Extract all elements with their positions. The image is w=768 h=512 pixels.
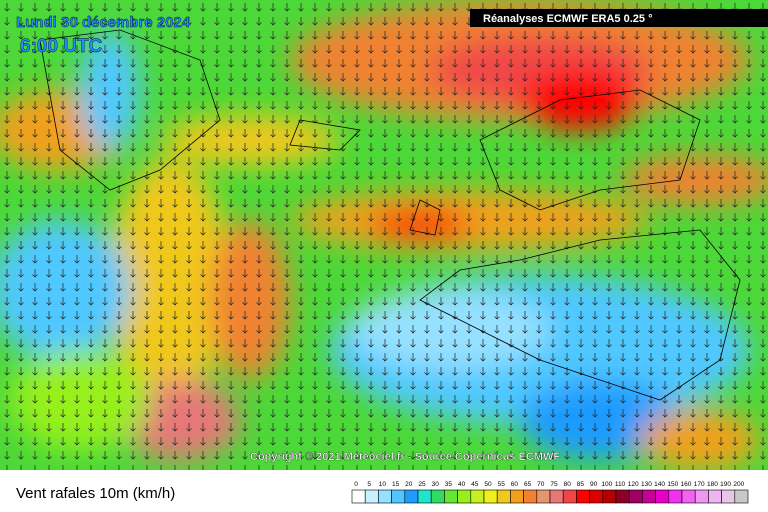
legend-label: 40 [458, 481, 466, 488]
legend-title: Vent rafales 10m (km/h) [16, 485, 175, 502]
legend-label: 15 [392, 481, 400, 488]
legend-label: 5 [367, 481, 371, 488]
legend-label: 55 [498, 481, 506, 488]
legend-label: 0 [354, 481, 358, 488]
legend-label: 150 [667, 481, 678, 488]
time-label: 6:00 UTC [20, 36, 103, 57]
legend-swatch [523, 489, 538, 504]
legend-swatch [694, 489, 709, 504]
legend-swatch [562, 489, 577, 504]
legend-swatch [536, 489, 551, 504]
legend-swatch [510, 489, 524, 504]
legend-swatch [404, 489, 419, 504]
legend-swatch [483, 489, 498, 504]
legend-swatch [496, 489, 511, 504]
legend-label: 130 [641, 481, 652, 488]
legend-label: 190 [720, 481, 731, 488]
legend-label: 80 [564, 481, 572, 488]
legend-label: 50 [484, 481, 492, 488]
legend-swatch [351, 489, 366, 504]
legend-label: 35 [445, 481, 453, 488]
legend-swatch [642, 489, 656, 504]
legend-swatch [576, 489, 590, 504]
legend-swatch [549, 489, 564, 504]
legend-label: 60 [511, 481, 519, 488]
legend-swatch [391, 489, 406, 504]
legend-label: 20 [405, 481, 413, 488]
legend-swatch [615, 489, 630, 504]
legend-swatch [457, 489, 472, 504]
legend-swatch [378, 489, 392, 504]
legend-label: 75 [550, 481, 558, 488]
legend-swatch [470, 489, 485, 504]
legend-label: 65 [524, 481, 532, 488]
legend-swatch [602, 489, 617, 504]
legend-label: 25 [418, 481, 426, 488]
legend-label: 70 [537, 481, 545, 488]
date-label: Lundi 30 décembre 2024 [16, 14, 191, 31]
legend-label: 10 [379, 481, 387, 488]
legend-swatch [430, 489, 445, 504]
source-banner [470, 9, 768, 27]
color-scale: 0 5 10 15 20 25 30 35 40 45 50 55 60 65 70 75 80 85 90 100 1… [351, 481, 749, 504]
legend-swatch [417, 489, 432, 504]
legend-swatch [668, 489, 683, 504]
legend-swatch [721, 489, 736, 504]
legend-label: 45 [471, 481, 479, 488]
legend-swatch [734, 489, 749, 504]
legend-label: 90 [590, 481, 598, 488]
legend-label: 120 [628, 481, 639, 488]
legend-swatch [655, 489, 670, 504]
legend-label: 160 [681, 481, 692, 488]
wind-field [0, 0, 768, 470]
legend-swatch [628, 489, 643, 504]
legend-swatch [681, 489, 696, 504]
source-label: Réanalyses ECMWF ERA5 0.25 ° [483, 13, 652, 25]
legend-label: 200 [733, 481, 744, 488]
copyright: Copyright © 2021 Meteociel.fr - Source C… [250, 451, 560, 463]
coastlines [39, 29, 741, 401]
legend-label: 100 [601, 481, 612, 488]
legend-swatch [444, 489, 458, 504]
legend-label: 140 [654, 481, 665, 488]
legend-label: 85 [577, 481, 585, 488]
legend-label: 180 [707, 481, 718, 488]
legend-swatch [364, 489, 379, 504]
legend-label: 30 [432, 481, 440, 488]
legend-swatch [708, 489, 722, 504]
legend-label: 110 [615, 481, 626, 488]
legend-label: 170 [694, 481, 705, 488]
legend-swatch [589, 489, 604, 504]
